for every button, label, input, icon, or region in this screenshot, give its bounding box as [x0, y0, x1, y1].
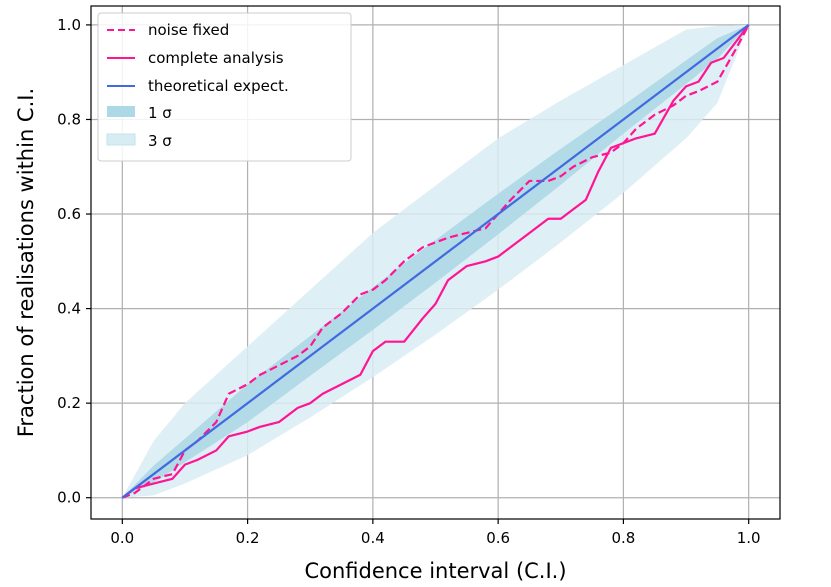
legend-label-complete-analysis: complete analysis: [148, 49, 284, 67]
y-tick-label: 0.0: [57, 489, 81, 507]
plot-frame: [90, 5, 781, 520]
x-tick-label: 0.8: [611, 529, 635, 547]
legend-label-1-sigma: 1 σ: [148, 104, 172, 122]
y-axis-label: Fraction of realisations within C.I.: [14, 88, 38, 437]
y-tick-label: 1.0: [57, 16, 81, 34]
x-tick-label: 0.4: [361, 529, 385, 547]
legend: noise fixed complete analysis theoretica…: [97, 12, 352, 162]
x-tick-label: 0.6: [486, 529, 510, 547]
y-tick-label: 0.2: [57, 394, 81, 412]
axis-ticks: 0.0 0.2 0.4 0.6 0.8 1.0 0.0 0.2 0.4 0.6 0.8 1.0: [57, 16, 760, 547]
x-tick-label: 0.0: [110, 529, 134, 547]
legend-swatch-3-sigma: [106, 133, 136, 146]
legend-label-theoretical: theoretical expect.: [148, 77, 289, 95]
data-series: [121, 24, 750, 499]
legend-label-3-sigma: 3 σ: [148, 132, 172, 150]
x-axis-label: Confidence interval (C.I.): [304, 559, 566, 583]
legend-frame: [97, 12, 352, 162]
y-tick-label: 0.6: [57, 205, 81, 223]
series-theoretical-expect: [121, 24, 750, 499]
legend-label-noise-fixed: noise fixed: [148, 21, 229, 39]
y-tick-label: 0.8: [57, 110, 81, 128]
x-tick-label: 0.2: [236, 529, 260, 547]
x-tick-label: 1.0: [737, 529, 761, 547]
series-noise-fixed: [121, 24, 750, 499]
y-tick-label: 0.4: [57, 300, 81, 318]
series-complete-analysis: [121, 24, 750, 499]
legend-swatch-1-sigma: [107, 106, 135, 117]
